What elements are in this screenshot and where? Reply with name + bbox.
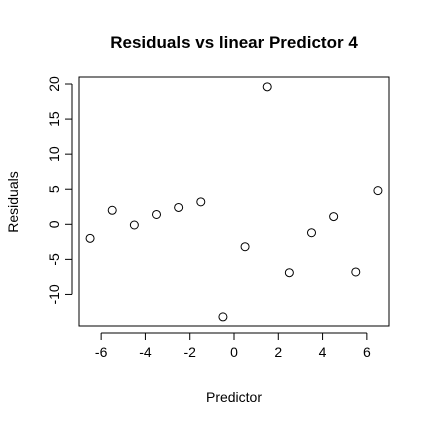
- data-point: [240, 242, 250, 252]
- plot-frame: [78, 76, 390, 327]
- data-point: [262, 82, 272, 92]
- data-point: [351, 267, 361, 277]
- x-tick-label: -6: [95, 344, 108, 360]
- x-axis-title: Predictor: [206, 389, 262, 405]
- y-tick-label: -10: [46, 284, 62, 304]
- y-axis: -10 -5 0 5 10 15 20: [46, 76, 73, 305]
- data-point: [218, 312, 228, 322]
- data-point: [307, 228, 316, 238]
- data-point: [284, 268, 294, 278]
- x-tick-label: 6: [363, 344, 371, 360]
- x-tick-label: -2: [183, 344, 196, 360]
- data-point: [152, 209, 161, 219]
- y-tick-label: 20: [46, 76, 62, 92]
- y-tick-label: 5: [46, 185, 62, 193]
- data-point: [107, 205, 117, 215]
- data-point: [129, 220, 139, 230]
- data-point: [329, 212, 339, 222]
- x-tick-label: 4: [319, 344, 327, 360]
- data-point: [85, 233, 95, 243]
- y-tick-label: 15: [46, 111, 62, 127]
- y-tick-label: 10: [46, 146, 62, 162]
- data-points: [85, 82, 383, 322]
- y-tick-label: -5: [46, 253, 62, 266]
- x-tick-label: 0: [230, 344, 238, 360]
- data-point: [373, 186, 383, 196]
- y-axis-title: Residuals: [5, 171, 21, 232]
- x-axis: -6 -4 -2 0 2 4 6: [95, 332, 371, 360]
- x-tick-label: -4: [139, 344, 152, 360]
- y-tick-label: 0: [46, 220, 62, 228]
- chart-title: Residuals vs linear Predictor 4: [110, 33, 358, 52]
- data-point: [196, 197, 206, 207]
- data-point: [174, 202, 184, 212]
- x-tick-label: 2: [274, 344, 282, 360]
